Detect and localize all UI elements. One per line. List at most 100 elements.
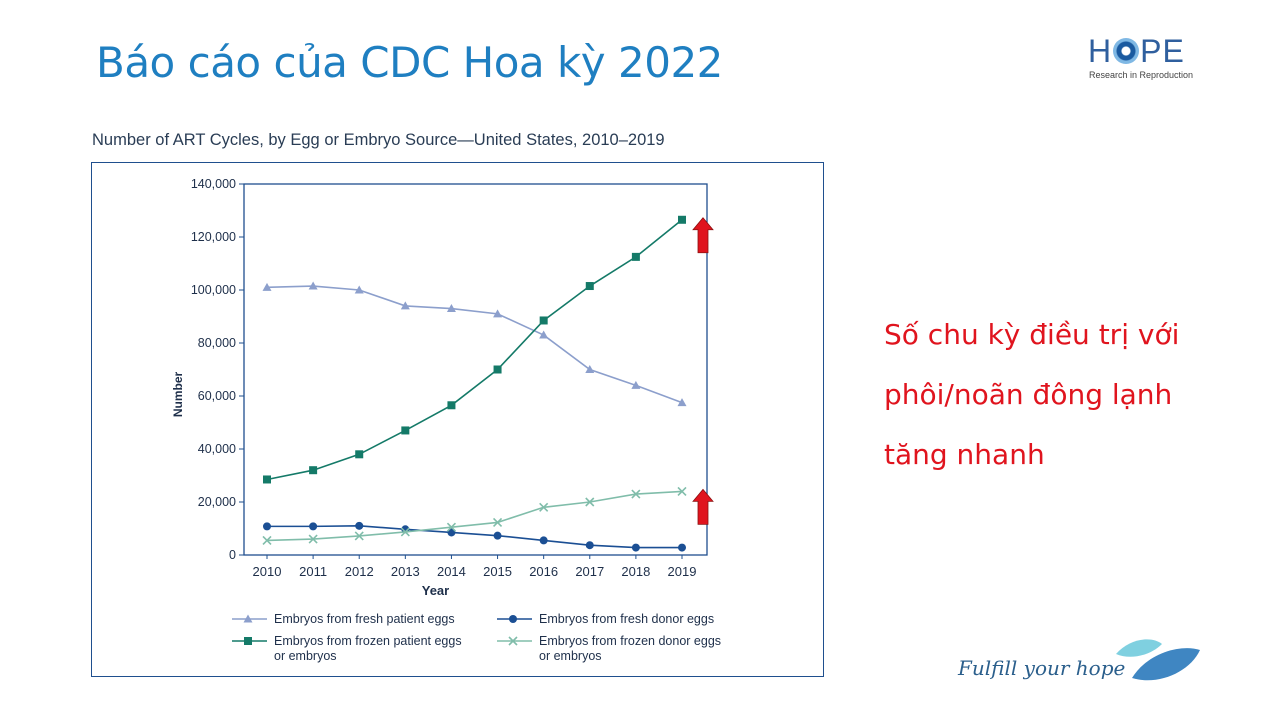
data-point bbox=[539, 536, 548, 545]
hope-logo: H PE Research in Reproduction bbox=[1088, 34, 1208, 84]
footer-slogan: Fulfill your hope bbox=[958, 656, 1126, 680]
y-tick-label: 20,000 bbox=[198, 495, 236, 509]
data-point bbox=[354, 531, 364, 541]
series-line bbox=[267, 525, 682, 549]
data-point bbox=[492, 517, 503, 527]
chart-frame: 0 20,000 40,000 60,000 80,000 100,000 120,000 1… bbox=[91, 162, 824, 677]
data-point bbox=[493, 531, 502, 540]
data-point bbox=[401, 426, 410, 435]
side-note-line-3: tăng nhanh bbox=[884, 438, 1045, 471]
x-axis-label: Year bbox=[422, 583, 449, 598]
series-1 bbox=[262, 281, 687, 407]
x-tick-label: 2016 bbox=[529, 564, 558, 579]
logo-word-left: H bbox=[1088, 33, 1113, 69]
data-point bbox=[678, 215, 686, 224]
legend-label: Embryos from fresh patient eggs bbox=[274, 612, 455, 626]
data-point bbox=[262, 535, 272, 545]
data-point bbox=[631, 252, 640, 261]
side-note: Số chu kỳ điều trị với phôi/noãn đông lạ… bbox=[884, 305, 1224, 485]
data-point bbox=[585, 541, 594, 550]
x-tick-label: 2019 bbox=[668, 564, 697, 579]
data-point bbox=[263, 522, 271, 531]
legend-item: Embryos from fresh patient eggs bbox=[232, 612, 455, 626]
plot-area bbox=[243, 183, 708, 556]
data-point bbox=[400, 527, 410, 537]
data-point bbox=[508, 636, 518, 646]
series-3 bbox=[263, 215, 686, 484]
series-4 bbox=[262, 486, 687, 545]
legend-label: or embryos bbox=[274, 649, 337, 663]
data-point bbox=[263, 475, 271, 484]
up-arrow-icon bbox=[692, 217, 714, 254]
data-point bbox=[446, 522, 457, 532]
data-point bbox=[309, 466, 318, 475]
line-chart: 0 20,000 40,000 60,000 80,000 100,000 120,000 1… bbox=[171, 177, 721, 663]
data-point bbox=[308, 534, 318, 544]
x-tick-label: 2018 bbox=[621, 564, 650, 579]
y-tick-label: 140,000 bbox=[191, 177, 236, 191]
eye-icon bbox=[1113, 38, 1140, 64]
data-point bbox=[539, 316, 548, 325]
data-point bbox=[308, 281, 318, 290]
legend-label: Embryos from frozen donor eggs bbox=[539, 634, 721, 648]
leaf-logo-icon bbox=[1116, 639, 1200, 681]
series-line bbox=[266, 490, 683, 542]
x-tick-label: 2015 bbox=[483, 564, 512, 579]
data-point bbox=[678, 543, 686, 552]
data-point bbox=[355, 450, 364, 459]
data-point bbox=[493, 309, 503, 318]
series-line bbox=[266, 285, 683, 404]
x-tick-label: 2012 bbox=[345, 564, 374, 579]
slide-title: Báo cáo của CDC Hoa kỳ 2022 bbox=[96, 38, 723, 87]
legend-label: Embryos from frozen patient eggs bbox=[274, 634, 462, 648]
side-note-line-1: Số chu kỳ điều trị với bbox=[884, 318, 1180, 351]
data-point bbox=[309, 522, 318, 531]
logo-wordmark: H PE bbox=[1088, 34, 1185, 68]
y-tick-label: 120,000 bbox=[191, 230, 236, 244]
data-point bbox=[355, 521, 364, 530]
chart-title: Number of ART Cycles, by Egg or Embryo S… bbox=[92, 131, 665, 149]
legend-label: or embryos bbox=[539, 649, 602, 663]
x-tick-label: 2011 bbox=[299, 564, 327, 579]
data-point bbox=[585, 282, 594, 291]
y-tick-label: 80,000 bbox=[198, 336, 236, 350]
series-2 bbox=[263, 521, 686, 552]
x-tick-label: 2017 bbox=[575, 564, 604, 579]
y-tick-label: 60,000 bbox=[198, 389, 236, 403]
data-point bbox=[243, 614, 253, 623]
data-point bbox=[631, 489, 641, 499]
data-point bbox=[539, 330, 549, 339]
data-point bbox=[539, 502, 549, 512]
legend-label: Embryos from fresh donor eggs bbox=[539, 612, 714, 626]
data-point bbox=[677, 398, 687, 407]
data-point bbox=[262, 282, 272, 291]
data-point bbox=[585, 497, 595, 507]
data-point bbox=[677, 486, 687, 496]
series-line bbox=[266, 219, 683, 481]
x-tick-label: 2013 bbox=[391, 564, 420, 579]
data-point bbox=[493, 365, 502, 374]
data-point bbox=[400, 301, 410, 310]
logo-tagline: Research in Reproduction bbox=[1089, 70, 1194, 80]
y-axis-label: Number bbox=[171, 372, 185, 418]
up-arrow-icon bbox=[692, 488, 714, 525]
y-tick-label: 40,000 bbox=[198, 442, 236, 456]
data-point bbox=[447, 401, 456, 410]
data-point bbox=[244, 637, 252, 645]
data-point bbox=[585, 365, 595, 373]
y-tick-label: 100,000 bbox=[191, 283, 236, 297]
legend-item: Embryos from fresh donor eggs bbox=[497, 612, 714, 626]
side-note-line-2: phôi/noãn đông lạnh bbox=[884, 378, 1173, 411]
x-tick-label: 2010 bbox=[253, 564, 282, 579]
data-point bbox=[631, 380, 641, 389]
data-point bbox=[509, 615, 517, 623]
data-point bbox=[631, 543, 640, 552]
y-tick-label: 0 bbox=[229, 548, 236, 562]
data-point bbox=[446, 304, 456, 313]
x-tick-label: 2014 bbox=[437, 564, 466, 579]
data-point bbox=[447, 528, 456, 537]
logo-word-right: PE bbox=[1140, 33, 1185, 69]
data-point bbox=[354, 285, 364, 294]
